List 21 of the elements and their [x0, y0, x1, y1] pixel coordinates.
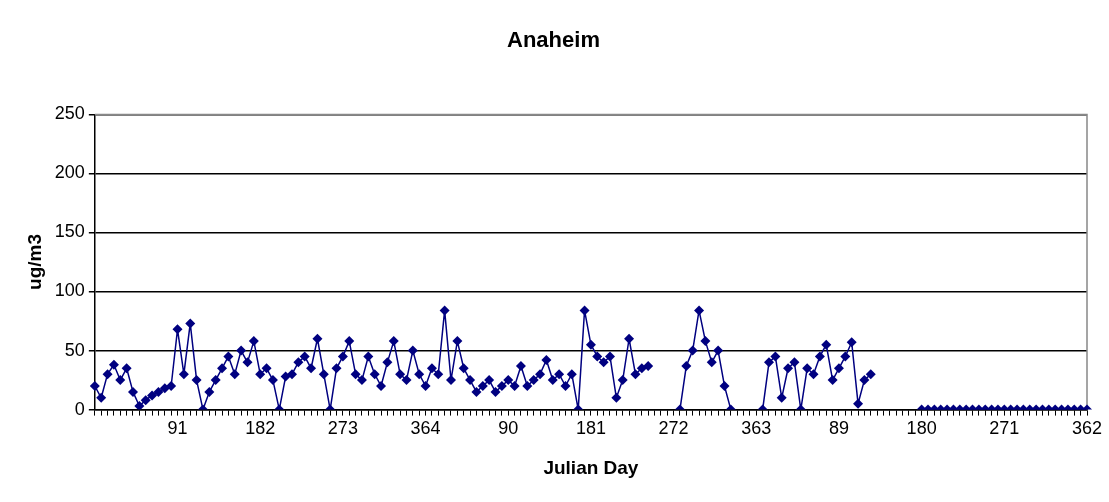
x-tick-label: 271 [989, 418, 1020, 439]
y-axis-title: ug/m3 [23, 234, 45, 290]
y-tick-label: 200 [54, 162, 85, 183]
x-tick-label: 363 [741, 418, 772, 439]
x-tick-label: 180 [906, 418, 937, 439]
x-tick-label: 89 [828, 418, 849, 439]
x-tick-label: 91 [167, 418, 188, 439]
x-tick-label: 273 [327, 418, 358, 439]
x-tick-label: 182 [245, 418, 276, 439]
x-tick-label: 90 [498, 418, 519, 439]
x-tick-label: 181 [575, 418, 606, 439]
x-tick-label: 362 [1071, 418, 1103, 439]
x-tick-label: 272 [658, 418, 689, 439]
chart-title: Anaheim [507, 27, 600, 53]
y-tick-label: 250 [54, 103, 85, 124]
y-tick-label: 0 [74, 398, 85, 419]
y-tick-label: 150 [54, 221, 85, 242]
x-tick-label: 364 [410, 418, 441, 439]
x-axis-title: Julian Day [543, 456, 639, 478]
y-tick-label: 50 [64, 339, 85, 360]
y-tick-label: 100 [54, 280, 85, 301]
